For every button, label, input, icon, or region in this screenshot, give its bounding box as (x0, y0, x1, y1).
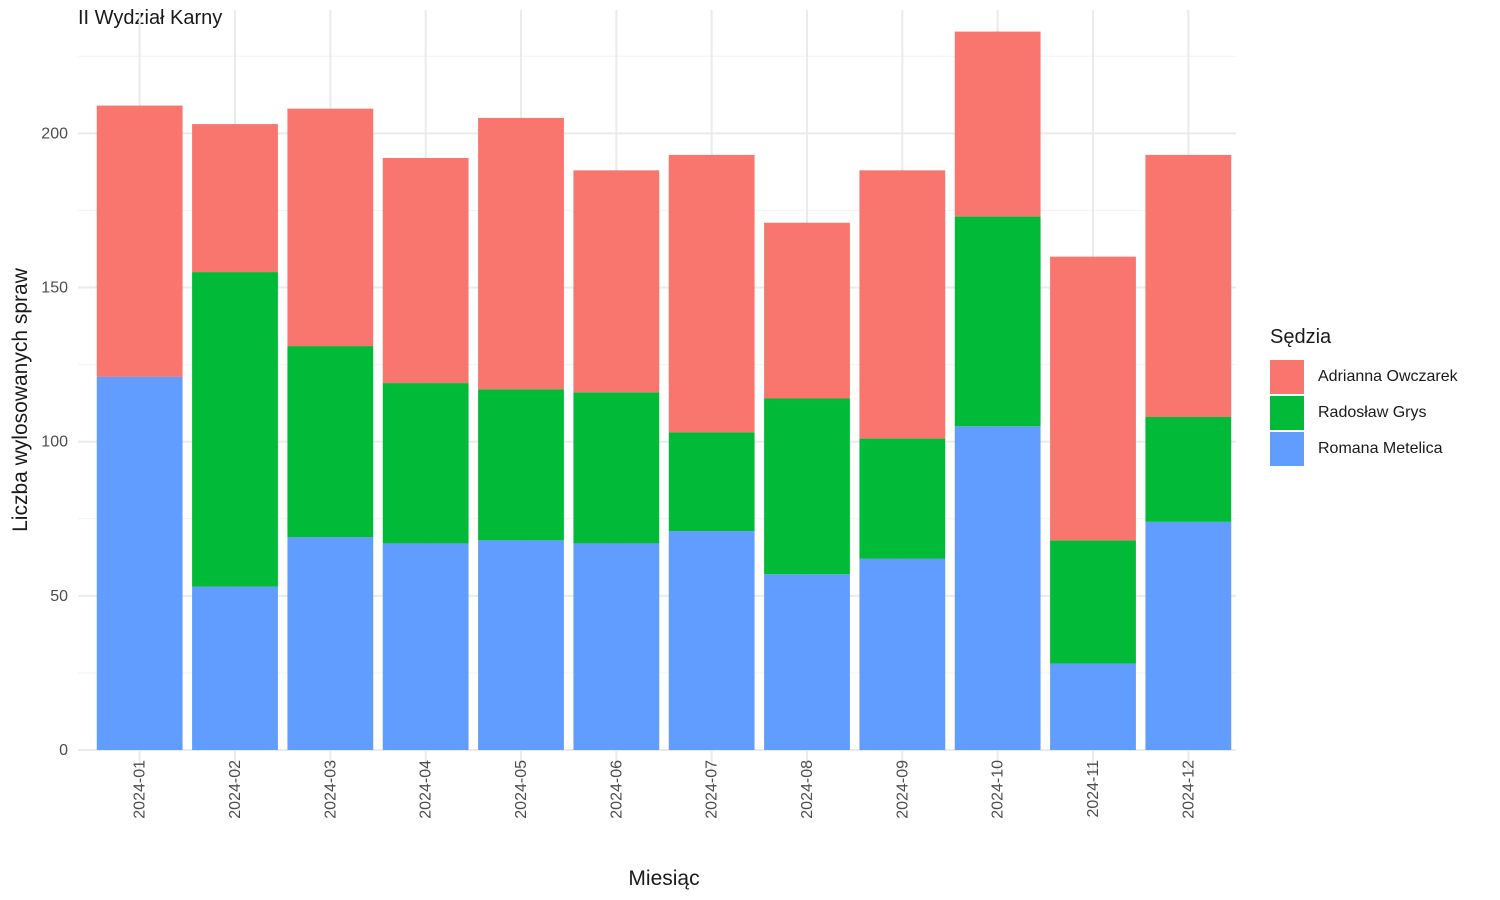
y-tick-label: 0 (59, 742, 68, 759)
x-axis-title: Miesiąc (628, 867, 699, 890)
legend-label: Radosław Grys (1318, 404, 1427, 421)
bar-segment (954, 426, 1041, 750)
legend-label: Romana Metelica (1318, 440, 1443, 457)
bar-segment (1145, 417, 1232, 522)
bar-segment (954, 216, 1041, 427)
bar-segment (1050, 256, 1136, 541)
x-tick-label: 2024-05 (513, 760, 530, 819)
x-tick-label: 2024-07 (704, 760, 721, 819)
y-tick-label: 150 (41, 280, 68, 297)
bar-segment (764, 574, 850, 750)
x-tick-label: 2024-02 (227, 760, 244, 819)
bar-segment (859, 558, 946, 750)
bar-segment (382, 383, 469, 544)
bar-segment (1145, 521, 1232, 750)
y-tick-label: 50 (50, 588, 68, 605)
bar-segment (1050, 663, 1136, 750)
bar-segment (573, 543, 660, 750)
chart-subtitle: II Wydział Karny (78, 7, 223, 29)
bar-segment (668, 154, 755, 433)
bar-segment (96, 105, 183, 377)
legend-swatch (1270, 396, 1304, 430)
bar-segment (287, 346, 374, 538)
legend-item: Radosław Grys (1270, 395, 1458, 431)
bar-segment (764, 222, 850, 399)
bar-segment (764, 398, 850, 575)
x-tick-label: 2024-10 (990, 760, 1007, 819)
bar-segment (382, 158, 469, 384)
bar-segment (859, 438, 946, 559)
bar-segment (1050, 540, 1136, 664)
legend-title: Sędzia (1270, 326, 1332, 348)
x-tick-label: 2024-09 (894, 760, 911, 819)
bar-segment (1145, 154, 1232, 417)
x-tick-label: 2024-12 (1180, 760, 1197, 819)
legend-item: Romana Metelica (1270, 431, 1458, 467)
x-tick-label: 2024-06 (608, 760, 625, 819)
legend-label: Adrianna Owczarek (1318, 368, 1458, 385)
x-tick-label: 2024-01 (132, 760, 149, 819)
y-tick-label: 100 (41, 434, 68, 451)
legend: Sędzia Adrianna Owczarek Radosław Grys Rom… (1270, 326, 1458, 467)
bar-segment (668, 432, 755, 532)
bar-segment (192, 586, 278, 750)
bar-segment (287, 108, 374, 347)
legend-swatch (1270, 360, 1304, 394)
legend-item: Adrianna Owczarek (1270, 359, 1458, 395)
bar-segment (954, 31, 1041, 217)
bar-segment (192, 124, 278, 273)
bar-segment (96, 376, 183, 750)
bar-segment (192, 272, 278, 587)
bar-segment (573, 392, 660, 544)
legend-swatch (1270, 432, 1304, 466)
x-tick-label: 2024-08 (799, 760, 816, 819)
y-tick-label: 200 (41, 125, 68, 142)
y-axis-title: Liczba wylosowanych spraw (9, 267, 32, 532)
bar-segment (573, 170, 660, 393)
bar-segment (478, 389, 564, 541)
bar-segment (478, 117, 564, 390)
bar-segment (859, 170, 946, 439)
x-tick-label: 2024-03 (322, 760, 339, 819)
x-tick-label: 2024-04 (418, 760, 435, 819)
bar-segment (287, 537, 374, 750)
bar-segment (668, 531, 755, 750)
bar-segment (478, 540, 564, 750)
bar-segment (382, 543, 469, 750)
x-tick-label: 2024-11 (1085, 760, 1102, 818)
